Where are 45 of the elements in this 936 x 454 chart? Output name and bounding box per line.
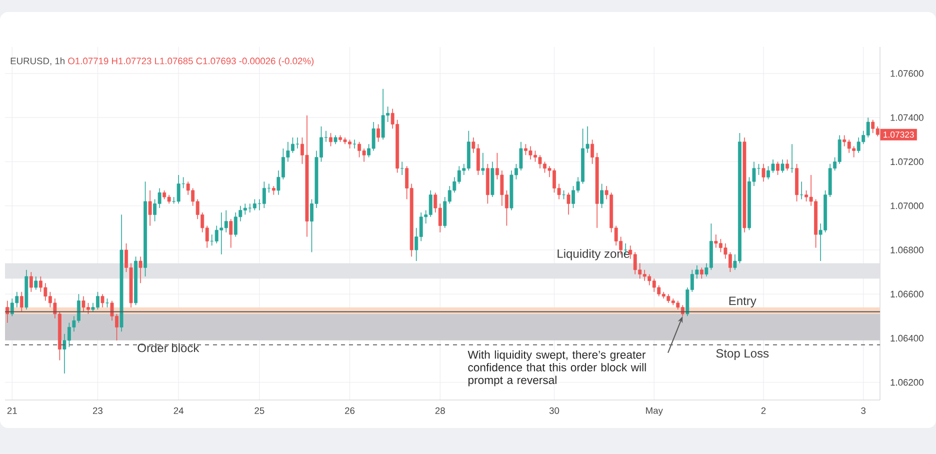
- y-tick-label: 1.07000: [890, 202, 924, 210]
- candlestick: [29, 272, 33, 292]
- candlestick: [700, 267, 704, 280]
- candlestick: [481, 152, 485, 176]
- band-label: Order block: [138, 343, 200, 352]
- candlestick: [100, 294, 104, 308]
- candlestick: [329, 132, 332, 147]
- y-tick-label: 1.07400: [890, 114, 924, 121]
- x-tick-label: 25: [254, 407, 264, 414]
- ref-line-label: Entry: [729, 296, 756, 308]
- text: EURUSD, 1h: [10, 57, 64, 66]
- ref-line-label: Stop Loss: [716, 349, 769, 360]
- x-tick-label: 21: [7, 407, 17, 414]
- text: O1.07719 H1.07723 L1.07685 C1.07693 -0.00026 (-0.02%): [68, 57, 314, 66]
- band-label: Liquidity zone: [558, 249, 630, 260]
- y-tick-label: 1.07600: [890, 70, 924, 77]
- x-tick-label: 24: [174, 407, 184, 414]
- annotation: With liquidity swept, there’s greater confidence that this order block will prompt a reversal: [468, 350, 646, 386]
- candlestick: [229, 218, 233, 248]
- y-tick-label: 1.06600: [890, 290, 924, 298]
- candlestick: [148, 190, 152, 226]
- candlestick: [34, 276, 38, 290]
- candlestick: [776, 161, 780, 176]
- y-tick-label: 1.07200: [890, 158, 924, 166]
- annotation: 1.07323: [884, 132, 914, 138]
- y-tick-label: 1.06400: [890, 334, 924, 342]
- x-tick-label: 28: [435, 407, 445, 414]
- candlestick: [6, 300, 10, 324]
- candlestick: [762, 164, 766, 182]
- x-tick-label: May: [646, 407, 663, 416]
- x-tick-label: 30: [549, 407, 560, 414]
- candlestick: [566, 192, 570, 216]
- candlestick: [600, 183, 604, 208]
- x-tick-label: 23: [93, 407, 102, 414]
- candlestick: [352, 139, 356, 149]
- candlestick: [780, 159, 784, 174]
- x-tick-label: 3: [861, 407, 866, 414]
- candlestick: [138, 256, 142, 284]
- candlestick: [376, 124, 380, 142]
- x-tick-label: 26: [345, 407, 355, 414]
- y-tick-label: 1.06800: [890, 246, 924, 254]
- y-tick-label: 1.06200: [890, 379, 924, 386]
- x-tick-label: 2: [761, 407, 766, 414]
- candlestick: [20, 291, 24, 312]
- candlestick: [786, 159, 789, 171]
